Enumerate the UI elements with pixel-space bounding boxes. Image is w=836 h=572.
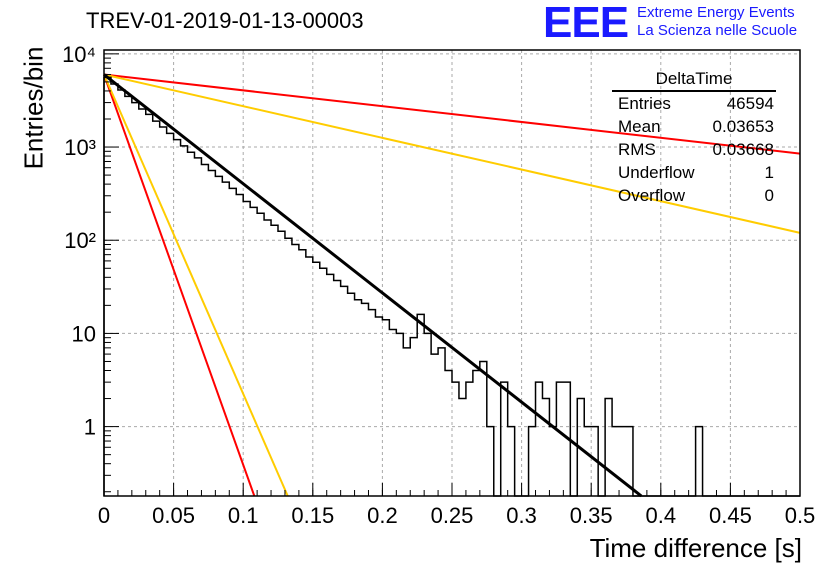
logo-line2: La Scienza nelle Scuole [637,22,798,39]
x-tick-label: 0.1 [228,503,259,528]
x-tick-label: 0 [98,503,110,528]
y-tick-label: 10² [64,228,96,253]
stats-label: Overflow [618,186,686,205]
x-tick-label: 0.25 [431,503,474,528]
stats-label: Underflow [618,163,695,182]
y-tick-label: 10 [72,321,96,346]
fit-lines [103,73,801,497]
eee-logo: EEE [543,0,629,47]
stats-label: Entries [618,94,671,113]
fit-line [103,74,289,497]
histogram-outline [103,76,800,497]
stats-label: Mean [618,117,661,136]
stats-row: Overflow 0 [612,184,776,207]
fit-line [103,73,643,498]
stats-row: Mean 0.03653 [612,115,776,138]
stats-title: DeltaTime [612,68,776,92]
y-axis-title: Entries/bin [18,46,49,170]
chart-title: TREV-01-2019-01-13-00003 [86,8,364,33]
y-tick-label: 1 [84,415,96,440]
histogram [103,76,800,497]
stats-value: 1 [764,163,774,182]
x-tick-label: 0.3 [506,503,537,528]
x-axis-title: Time difference [s] [589,533,802,563]
x-tick-label: 0.15 [291,503,334,528]
stats-value: 0 [764,186,774,205]
x-tick-label: 0.05 [152,503,195,528]
y-tick-label: 10³ [64,135,96,160]
x-tick-label: 0.4 [646,503,677,528]
fit-line-main [103,73,643,498]
x-tick-label: 0.35 [570,503,613,528]
stats-row: RMS 0.03668 [612,138,776,161]
logo-line1: Extreme Energy Events [637,4,795,21]
x-tick-label: 0.2 [367,503,398,528]
fit-line [103,74,256,497]
fit-line [103,73,801,234]
grid-lines [104,50,800,496]
stats-value: 46594 [726,94,774,113]
axes: 0 0.05 0.1 0.15 0.2 0.25 0.3 0.35 0.4 0.45 0.51101… [62,42,815,528]
fit-line [103,73,801,155]
x-tick-label: 0.45 [709,503,752,528]
stats-value: 0.03653 [712,117,774,136]
stats-box: DeltaTime Entries 46594 Mean 0.03653 RMS… [612,68,776,207]
x-tick-label: 0.5 [785,503,816,528]
y-tick-label: 10⁴ [62,42,96,67]
stats-label: RMS [618,140,656,159]
stats-row: Underflow 1 [612,161,776,184]
stats-row: Entries 46594 [612,92,776,115]
stats-value: 0.03668 [712,140,774,159]
